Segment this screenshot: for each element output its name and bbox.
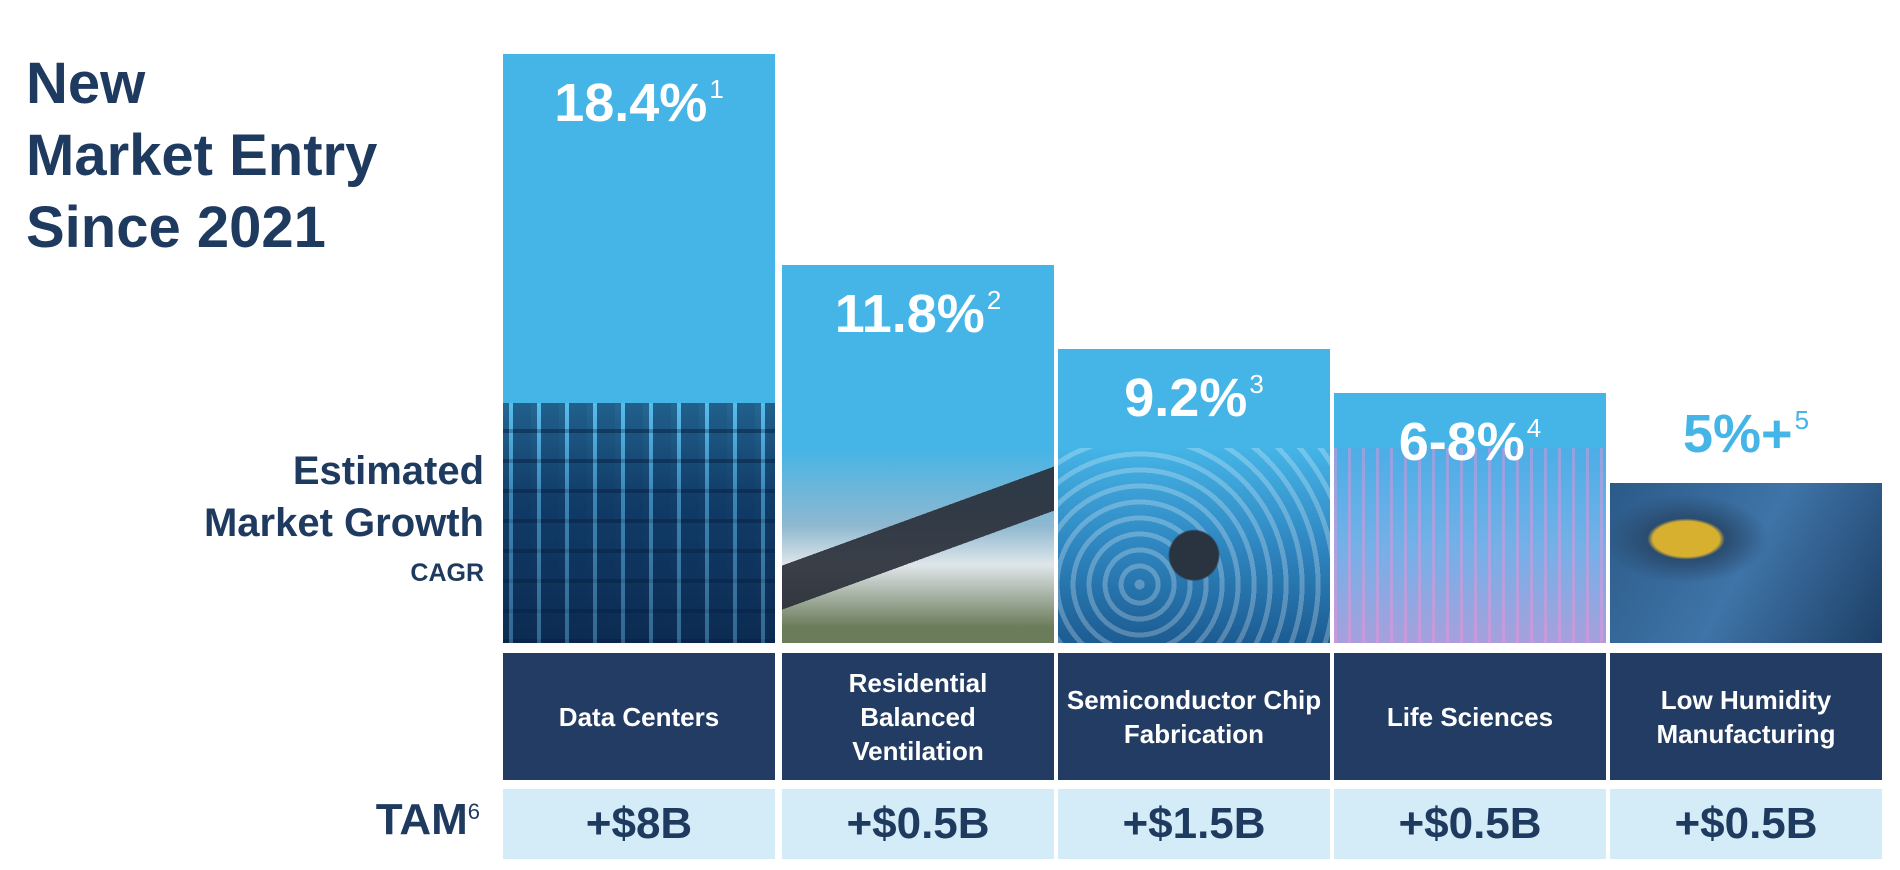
data-label-value: 18.4% xyxy=(554,73,708,134)
data-label: 9.2%3 xyxy=(1058,367,1330,429)
category-text: Semiconductor Chip Fabrication xyxy=(1066,684,1322,749)
data-label-value: 5%+ xyxy=(1682,404,1793,464)
axis-label-line: Market Growth xyxy=(203,501,484,545)
footnote-marker: 3 xyxy=(1249,368,1264,399)
axis-label: Estimated Market Growth CAGR xyxy=(204,445,484,588)
page-title: New Market Entry Since 2021 xyxy=(26,48,377,264)
category-text: Residential Balanced Ventilation xyxy=(848,667,988,766)
data-label: 6-8%4 xyxy=(1334,411,1606,473)
microchip-image xyxy=(1058,447,1330,643)
data-label-value: 11.8% xyxy=(834,284,985,345)
title-line: Market Entry xyxy=(26,123,378,188)
category-label: Semiconductor Chip Fabrication xyxy=(1058,653,1330,780)
category-label: Low Humidity Manufacturing xyxy=(1610,653,1882,780)
data-label: 5%+5 xyxy=(1610,403,1882,465)
category-label: Data Centers xyxy=(503,653,775,780)
data-label-value: 9.2% xyxy=(1124,367,1248,428)
tam-value: +$8B xyxy=(503,789,775,859)
footnote-marker: 2 xyxy=(986,285,1002,316)
bar-0 xyxy=(503,54,775,643)
tam-value: +$1.5B xyxy=(1058,789,1330,859)
data-label: 11.8%2 xyxy=(782,283,1054,345)
category-text: Data Centers xyxy=(558,701,720,732)
category-text: Low Humidity Manufacturing xyxy=(1656,684,1836,749)
title-line: Since 2021 xyxy=(26,195,326,260)
data-label: 18.4%1 xyxy=(503,72,775,134)
test-tubes-image xyxy=(1334,447,1606,643)
footnote-marker: 5 xyxy=(1794,405,1810,435)
tam-row-label: TAM6 xyxy=(330,795,480,845)
bar-4 xyxy=(1610,483,1882,643)
tam-footnote: 6 xyxy=(467,799,480,824)
tam-value: +$0.5B xyxy=(782,789,1054,859)
house-image xyxy=(782,447,1054,643)
server-racks-image xyxy=(503,402,775,643)
category-label: Residential Balanced Ventilation xyxy=(782,653,1054,780)
tam-value: +$0.5B xyxy=(1334,789,1606,859)
category-text: Life Sciences xyxy=(1386,701,1554,732)
tam-value: +$0.5B xyxy=(1610,789,1882,859)
category-label: Life Sciences xyxy=(1334,653,1606,780)
axis-label-unit: CAGR xyxy=(410,559,484,587)
bar-2 xyxy=(1058,348,1330,643)
ev-charger-image xyxy=(1610,483,1882,643)
footnote-marker: 1 xyxy=(709,74,724,105)
data-label-value: 6-8% xyxy=(1398,412,1525,473)
footnote-marker: 4 xyxy=(1526,413,1542,444)
bar-3 xyxy=(1334,393,1606,643)
axis-label-line: Estimated xyxy=(292,449,484,493)
tam-label-text: TAM xyxy=(375,795,468,844)
title-line: New xyxy=(26,51,146,116)
bar-1 xyxy=(782,265,1054,643)
